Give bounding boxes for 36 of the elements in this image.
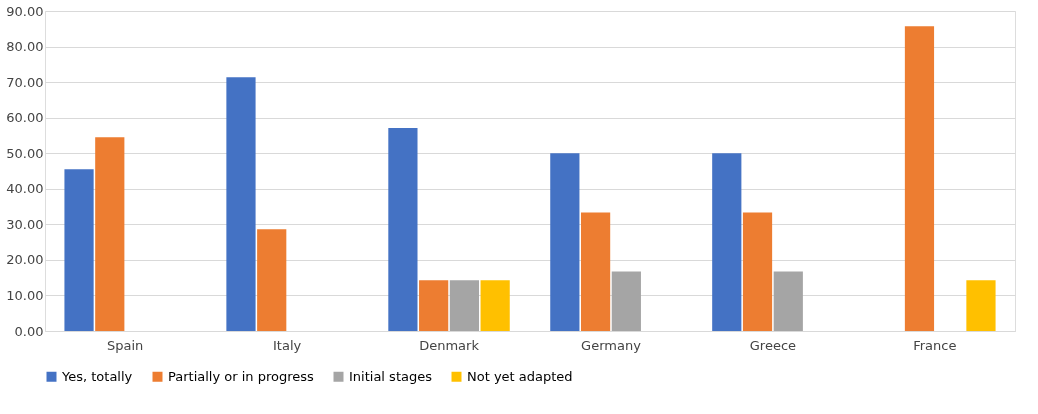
legend-label: Initial stages [349,368,433,384]
legend-label: Not yet adapted [467,368,573,384]
y-tick-label: 60.00 [6,110,44,126]
bar [773,271,803,331]
bar [904,26,935,331]
bar [257,229,287,331]
x-tick-label: Germany [581,337,642,353]
bar [966,280,996,331]
bar [449,280,480,331]
y-tick-label: 20.00 [6,252,44,268]
bar [550,153,580,331]
legend-label: Yes, totally [61,368,133,384]
bar [580,212,611,331]
x-tick-label: Denmark [419,337,480,353]
legend-label: Partially or in progress [168,368,315,384]
bar [64,169,94,331]
bar [742,212,773,331]
bar [95,137,125,331]
y-tick-label: 0.00 [14,323,44,339]
y-tick-label: 40.00 [6,181,44,197]
y-tick-label: 50.00 [6,145,44,161]
bar [388,127,418,331]
y-tick-label: 80.00 [6,39,44,55]
x-tick-label: Greece [749,337,797,353]
x-tick-label: France [913,337,957,353]
bar [611,271,641,331]
y-tick-label: 90.00 [6,3,44,19]
x-tick-label: Spain [106,337,144,353]
y-tick-label: 10.00 [6,287,44,303]
bar [712,153,742,331]
bar [419,280,449,331]
bar [226,77,256,331]
y-tick-label: 30.00 [6,216,44,232]
x-tick-label: Italy [272,337,302,353]
y-tick-label: 70.00 [6,74,44,90]
bar [480,280,510,331]
